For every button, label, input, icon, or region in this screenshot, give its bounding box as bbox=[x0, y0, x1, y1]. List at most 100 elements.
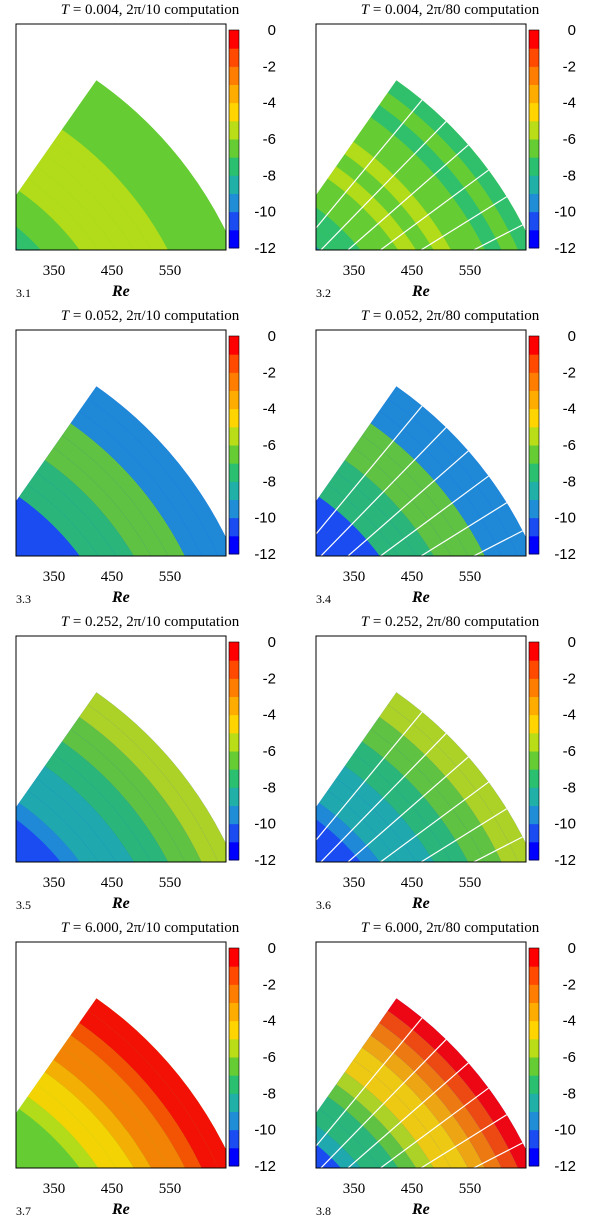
field-band bbox=[336, 154, 434, 250]
field-band bbox=[27, 1084, 117, 1168]
x-tick-label: 450 bbox=[101, 875, 124, 891]
x-tick-label: 350 bbox=[343, 263, 366, 279]
chart-panel-3.1: T = 0.004, 2π/10 computation 350 450 550 0 -2… bbox=[0, 0, 300, 306]
colorbar-segment bbox=[229, 66, 239, 85]
colorbar-segment bbox=[229, 841, 239, 861]
field-band bbox=[16, 207, 61, 250]
field-band bbox=[62, 729, 185, 862]
colorbar-segment bbox=[529, 139, 539, 158]
colorbar-segment bbox=[529, 1057, 539, 1076]
colorbar-tick-label: -2 bbox=[263, 976, 276, 993]
plot-area: 350 450 550 0 -2 -4 -6 -8 -10 -12 bbox=[15, 940, 276, 1197]
field-band bbox=[336, 766, 434, 862]
field-band bbox=[27, 778, 117, 862]
field-band bbox=[79, 704, 219, 862]
colorbar-tick-label: -8 bbox=[263, 1085, 276, 1102]
colorbar-segment bbox=[529, 805, 539, 825]
colorbar-tick-label: -10 bbox=[254, 1122, 276, 1139]
field-band bbox=[53, 741, 169, 862]
grid-line bbox=[342, 866, 536, 918]
grid-line bbox=[342, 1172, 536, 1224]
colorbar-frame bbox=[228, 641, 240, 861]
colorbar-tick-label: -12 bbox=[554, 1158, 576, 1175]
field-band bbox=[70, 1022, 202, 1168]
colorbar-tick-label: -10 bbox=[254, 510, 276, 527]
colorbar-frame bbox=[528, 335, 540, 555]
colorbar-segment bbox=[229, 948, 239, 967]
grid-line bbox=[472, 224, 523, 250]
field-band bbox=[44, 1059, 151, 1168]
sector-field bbox=[316, 386, 526, 556]
colorbar-segment bbox=[229, 678, 239, 697]
field-band bbox=[16, 496, 80, 556]
colorbar-segment bbox=[529, 1093, 539, 1112]
grid-line bbox=[379, 169, 489, 250]
field-band bbox=[36, 766, 134, 862]
plot-frame bbox=[315, 635, 527, 863]
colorbar-segment bbox=[529, 1111, 539, 1131]
colorbar-tick-label: -4 bbox=[563, 707, 576, 724]
field-band bbox=[87, 998, 226, 1168]
field-band bbox=[316, 246, 321, 250]
panel-title: T = 0.004, 2π/80 computation bbox=[300, 2, 600, 19]
field-band bbox=[36, 460, 134, 556]
colorbar-tick-label: -8 bbox=[563, 167, 576, 184]
field-band bbox=[316, 819, 361, 862]
title-variable: T bbox=[60, 920, 70, 936]
colorbar-segment bbox=[229, 30, 239, 49]
colorbar-segment bbox=[229, 408, 239, 428]
colorbar-segment bbox=[529, 193, 539, 213]
field-band bbox=[44, 447, 151, 556]
colorbar-tick-label: 0 bbox=[268, 22, 276, 39]
field-band bbox=[16, 1108, 80, 1168]
colorbar-segment bbox=[529, 175, 539, 194]
colorbar-segment bbox=[229, 1002, 239, 1022]
colorbar-tick-label: -6 bbox=[263, 1049, 276, 1066]
x-tick-label: 350 bbox=[343, 875, 366, 891]
field-band bbox=[18, 178, 99, 250]
grid-line bbox=[419, 502, 507, 556]
colorbar-segment bbox=[229, 823, 239, 843]
colorbar-tick-label: -4 bbox=[263, 95, 276, 112]
x-tick-label: 550 bbox=[459, 263, 482, 279]
sector-field bbox=[316, 80, 526, 250]
colorbar-segment bbox=[229, 390, 239, 410]
colorbar-segment bbox=[529, 517, 539, 537]
colorbar-tick-label: 0 bbox=[268, 940, 276, 957]
colorbar-segment bbox=[229, 714, 239, 734]
colorbar-segment bbox=[229, 517, 239, 537]
colorbar-frame bbox=[528, 29, 540, 249]
chart-panel-3.3: T = 0.052, 2π/10 computation 350 450 550 0 -2… bbox=[0, 306, 300, 612]
field-band bbox=[316, 1125, 361, 1168]
field-band bbox=[370, 104, 502, 250]
colorbar-tick-label: -8 bbox=[263, 779, 276, 796]
x-tick-label: 350 bbox=[343, 1181, 366, 1197]
x-tick-label: 550 bbox=[159, 1181, 182, 1197]
field-band bbox=[353, 741, 469, 862]
x-tick-label: 450 bbox=[101, 263, 124, 279]
panel-title: T = 0.052, 2π/10 computation bbox=[0, 308, 300, 325]
colorbar-segment bbox=[529, 408, 539, 428]
colorbar-segment bbox=[229, 157, 239, 176]
field-band bbox=[316, 1144, 341, 1168]
colorbar-segment bbox=[529, 426, 539, 446]
field-band bbox=[87, 80, 226, 250]
field-band bbox=[316, 513, 361, 556]
field-band bbox=[27, 472, 117, 556]
field-band bbox=[344, 141, 451, 250]
field-band bbox=[370, 1022, 502, 1168]
plot-frame bbox=[315, 23, 527, 251]
field-band bbox=[353, 1047, 469, 1168]
field-band bbox=[316, 207, 361, 250]
colorbar-tick-label: -6 bbox=[563, 1049, 576, 1066]
colorbar-segment bbox=[229, 229, 239, 249]
colorbar-frame bbox=[528, 947, 540, 1167]
field-band bbox=[27, 166, 117, 250]
colorbar-tick-label: -6 bbox=[263, 743, 276, 760]
grid-line bbox=[419, 808, 507, 862]
title-value: = 0.252, bbox=[69, 614, 127, 630]
colorbar-segment bbox=[529, 66, 539, 85]
title-variable: T bbox=[360, 614, 370, 630]
colorbar-segment bbox=[229, 1129, 239, 1149]
colorbar-segment bbox=[229, 175, 239, 194]
